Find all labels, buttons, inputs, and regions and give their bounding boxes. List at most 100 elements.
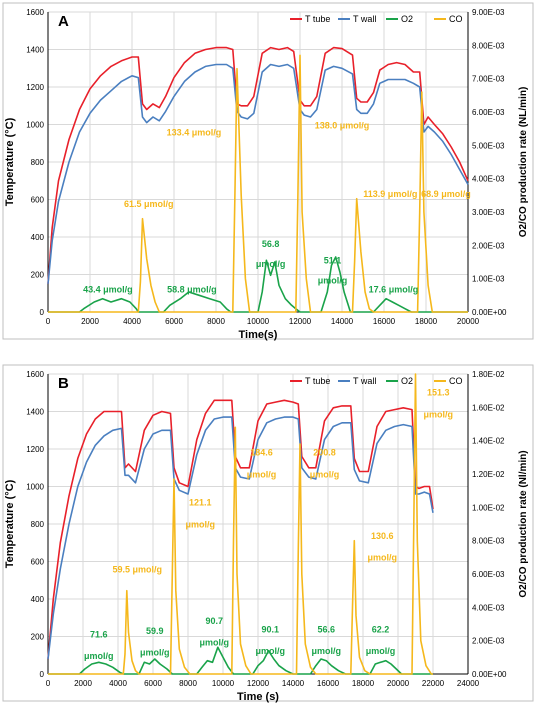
annotation-label: 17.6 μmol/g [369,285,419,295]
y-tick-label: 200 [31,271,45,280]
y2-tick-label: 2.00E-03 [472,241,505,250]
x-tick-label: 10000 [212,679,235,688]
annotation-label: μmol/g [367,553,397,563]
x-tick-label: 0 [46,679,51,688]
x-axis-title: Time(s) [239,329,278,341]
y2-tick-label: 5.00E-03 [472,141,505,150]
x-tick-label: 8000 [207,317,225,326]
annotation-label: μmol/g [318,276,348,286]
annotation-label: 68.9 μmol/g [421,189,471,199]
y2-tick-label: 9.00E-03 [472,8,505,17]
chart-panel-a: 0 200 400 600 800 1000 1200 1400 1600 0.00E+00 1.0… [2,2,534,341]
y-tick-label: 600 [31,196,45,205]
panel-letter: B [58,375,69,392]
x-tick-label: 18000 [352,679,375,688]
annotation-label: μmol/g [199,638,229,648]
y-tick-label: 0 [40,670,45,679]
y2-tick-label: 7.00E-03 [472,75,505,84]
x-tick-label: 2000 [74,679,92,688]
legend-label: T wall [353,376,376,386]
x-tick-label: 10000 [247,317,270,326]
y2-tick-label: 1.00E-03 [472,275,505,284]
panel-separator [0,342,536,362]
legend-label: CO [449,14,463,24]
x-tick-label: 4000 [123,317,141,326]
legend-label: O2 [401,14,413,24]
series-line-co [48,54,468,313]
annotation-label: 200.8 [313,448,336,458]
x-tick-label: 12000 [247,679,270,688]
annotation-label: μmol/g [310,469,340,479]
legend-label: O2 [401,376,413,386]
y-tick-label: 1600 [26,370,44,379]
series-line-t-wall [47,416,434,660]
annotation-label: μmol/g [255,646,285,656]
y-tick-label: 400 [31,233,45,242]
y2-tick-label: 0.00E+00 [472,670,507,679]
annotation-label: 133.4 μmol/g [167,127,222,137]
y2-axis-title: O2/CO production rate (Nl/min) [518,450,529,597]
y-tick-label: 1400 [26,408,44,417]
annotation-label: μmol/g [256,259,286,269]
x-tick-label: 22000 [422,679,445,688]
annotation-label: μmol/g [140,648,170,658]
y-tick-label: 1200 [26,445,44,454]
series-line-t-tube [47,46,469,284]
legend-label: CO [449,376,463,386]
y-axis-title: Temperature (°C) [4,117,16,206]
y-tick-label: 0 [40,308,45,317]
y2-tick-label: 8.00E-03 [472,537,505,546]
annotation-label: 62.2 [372,624,390,634]
x-axis-title: Time (s) [237,691,279,703]
y2-tick-label: 4.00E-03 [472,603,505,612]
x-tick-label: 14000 [331,317,354,326]
y-tick-label: 800 [31,158,45,167]
y2-tick-label: 1.40E-02 [472,437,505,446]
series-line-co [48,373,433,675]
y-tick-label: 1400 [26,46,44,55]
y-tick-label: 1600 [26,8,44,17]
y2-tick-label: 1.20E-02 [472,470,505,479]
y2-tick-label: 8.00E-03 [472,41,505,50]
y-tick-label: 1000 [26,483,44,492]
x-tick-label: 16000 [373,317,396,326]
series-line-t-wall [47,63,469,284]
x-tick-label: 20000 [387,679,410,688]
annotation-label: 43.4 μmol/g [83,285,133,295]
y-axis-title: Temperature (°C) [4,479,16,568]
y-tick-label: 400 [31,595,45,604]
y-tick-label: 800 [31,520,45,529]
y-tick-label: 1200 [26,83,44,92]
y-tick-label: 600 [31,558,45,567]
annotation-label: 59.5 μmol/g [112,564,162,574]
legend-label: T tube [305,376,330,386]
annotation-label: 113.9 μmol/g [363,189,417,199]
x-tick-label: 16000 [317,679,340,688]
chart-frame [2,2,534,340]
x-tick-label: 0 [46,317,51,326]
annotation-label: 90.1 [261,624,279,634]
annotation-label: μmol/g [185,519,215,529]
annotation-label: 71.6 [90,629,108,639]
legend-label: T tube [305,14,330,24]
x-tick-label: 12000 [289,317,312,326]
annotation-label: 184.6 [250,448,273,458]
y-tick-label: 200 [31,633,45,642]
panel-letter: A [58,13,69,30]
annotation-label: 138.0 μmol/g [315,121,370,131]
annotation-label: 56.6 [317,624,335,634]
chart-frame [2,364,534,702]
x-tick-label: 6000 [165,317,183,326]
y2-tick-label: 6.00E-03 [472,570,505,579]
annotation-label: 61.5 μmol/g [124,199,174,209]
x-tick-label: 4000 [109,679,127,688]
x-tick-label: 20000 [457,317,480,326]
annotation-label: μmol/g [366,646,396,656]
annotation-label: 59.9 [146,626,164,636]
y-tick-label: 1000 [26,121,44,130]
annotation-label: μmol/g [311,646,341,656]
chart-panel-b: 0 200 400 600 800 1000 1200 1400 1600 0.00E+00 2.0… [2,364,534,703]
y2-tick-label: 6.00E-03 [472,108,505,117]
annotation-label: 151.3 [427,388,450,398]
